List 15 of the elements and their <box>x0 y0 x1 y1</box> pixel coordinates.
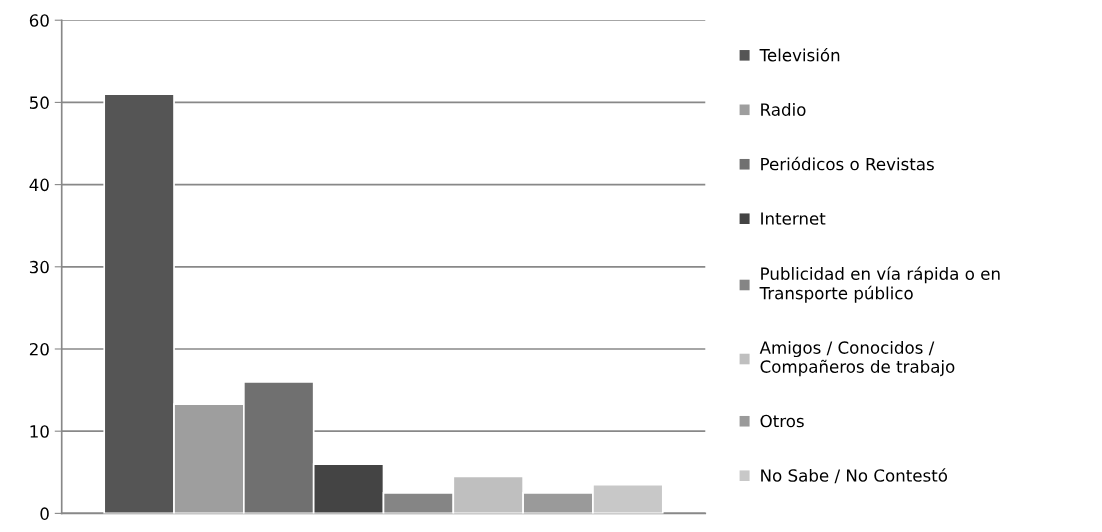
legend-label: Amigos / Conocidos / Compañeros de trabajo <box>759 340 955 377</box>
legend-label: Radio <box>761 103 806 116</box>
y-tick-label: 50 <box>29 96 49 109</box>
y-tick-label: 0 <box>40 507 49 520</box>
y-tick-label: 30 <box>29 260 49 274</box>
y-tick-label: 60 <box>29 14 49 27</box>
legend-label: No Sabe / No Contestó <box>761 468 948 484</box>
legend-label: Publicidad en vía rápida o en Transporte público <box>759 266 1000 303</box>
legend-label: Otros <box>760 414 804 428</box>
y-tick-label: 10 <box>30 425 49 438</box>
legend-label: Internet <box>761 212 826 225</box>
legend-label: Periódicos o Revistas <box>761 156 934 171</box>
y-tick-label: 40 <box>29 178 49 192</box>
y-tick-label: 20 <box>29 342 49 356</box>
legend-label: Televisión <box>759 47 840 62</box>
